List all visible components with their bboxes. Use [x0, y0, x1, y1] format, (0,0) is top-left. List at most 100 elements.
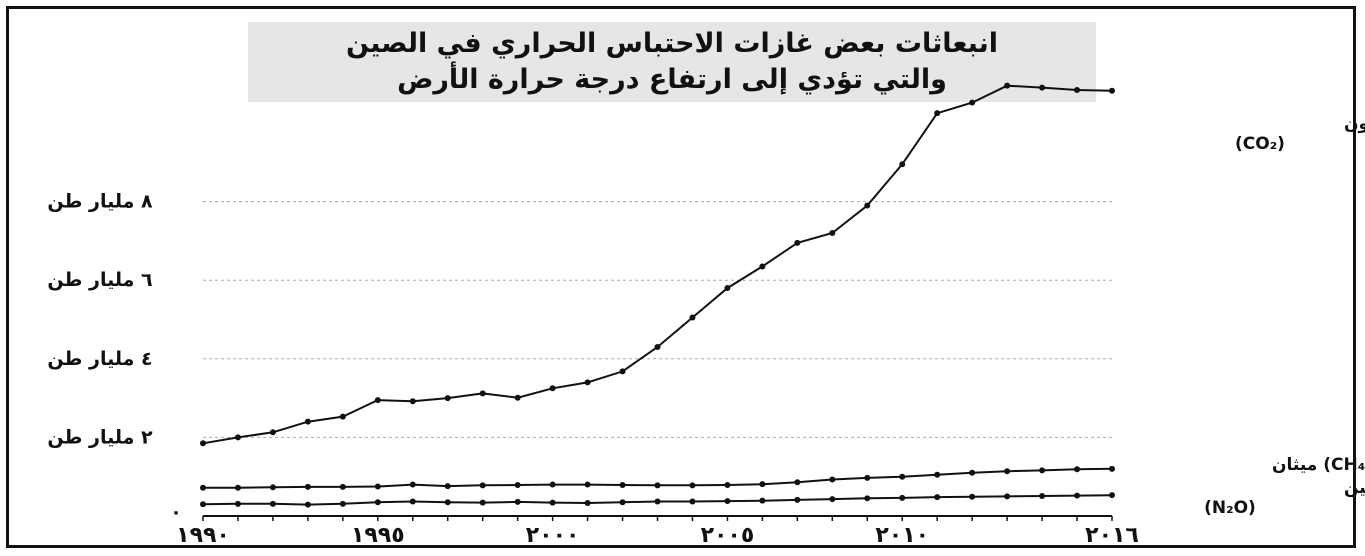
data-point: [724, 498, 731, 505]
data-point: [200, 440, 206, 447]
x-tick-label: ٢٠٠٥: [701, 523, 755, 548]
data-point: [1109, 492, 1115, 499]
data-point: [689, 482, 696, 489]
data-point: [374, 499, 381, 506]
data-point: [864, 495, 871, 502]
y-tick-label: ٨ مليار طن: [47, 191, 153, 213]
data-point: [269, 429, 276, 436]
data-point: [234, 484, 241, 491]
y-tick-label: ٢ مليار طن: [47, 426, 153, 448]
data-point: [619, 481, 626, 488]
data-point: [794, 496, 801, 503]
data-point: [584, 500, 591, 507]
data-point: [864, 474, 871, 481]
data-point: [234, 434, 241, 441]
data-point: [514, 394, 521, 401]
data-point: [934, 494, 941, 501]
data-point: [934, 110, 941, 117]
data-point: [1109, 465, 1115, 472]
data-point: [1109, 87, 1115, 94]
data-point: [339, 500, 346, 507]
data-point: [654, 344, 661, 351]
data-point: [514, 481, 521, 488]
data-point: [969, 99, 976, 106]
data-point: [549, 481, 556, 488]
x-tick-label: ١٩٩٥: [351, 523, 405, 548]
data-point: [829, 476, 836, 483]
data-point: [1039, 467, 1046, 474]
data-point: [1004, 493, 1011, 500]
series-label-co2-formula: (CO₂): [1235, 134, 1285, 154]
data-point: [654, 498, 661, 505]
data-point: [794, 479, 801, 486]
data-point: [584, 379, 591, 386]
x-tick-label: ٢٠١٠: [875, 523, 929, 548]
data-point: [374, 483, 381, 490]
data-point: [724, 481, 731, 488]
data-point: [759, 481, 766, 488]
data-point: [200, 501, 206, 508]
data-point: [724, 285, 731, 292]
data-point: [759, 497, 766, 504]
data-point: [899, 161, 906, 168]
data-point: [619, 368, 626, 375]
y-tick-label: ٤ مليار طن: [47, 348, 152, 370]
data-point: [409, 481, 416, 488]
series-line-0: [202, 84, 1113, 445]
y-tick-label: ٠: [170, 501, 182, 523]
data-point: [584, 481, 591, 488]
data-point: [444, 395, 451, 402]
y-tick-label: ٦ مليار طن: [47, 269, 152, 291]
x-tick-label: ١٩٩٠: [176, 523, 230, 548]
data-point: [444, 499, 451, 506]
data-point: [479, 390, 486, 397]
data-point: [1004, 468, 1011, 475]
data-point: [339, 483, 346, 490]
data-point: [549, 499, 556, 506]
data-point: [689, 314, 696, 321]
data-point: [269, 500, 276, 507]
data-point: [899, 494, 906, 501]
data-point: [339, 413, 346, 420]
data-point: [794, 239, 801, 246]
data-point: [234, 500, 241, 507]
data-point: [444, 483, 451, 490]
data-point: [829, 496, 836, 503]
data-point: [1004, 82, 1011, 89]
data-point: [759, 263, 766, 270]
chart-title-line1: انبعاثات بعض غازات الاحتباس الحراري في ا…: [345, 28, 999, 59]
data-point: [1074, 466, 1081, 473]
data-point: [200, 484, 206, 491]
data-point: [549, 385, 556, 392]
series-label-n2o: أكسيد النيتروجين: [1344, 476, 1365, 498]
data-point: [409, 498, 416, 505]
data-point: [479, 482, 486, 489]
data-point: [654, 482, 661, 489]
x-tick-label: ٢٠٠٠: [526, 523, 580, 548]
data-point: [829, 230, 836, 237]
data-point: [514, 498, 521, 505]
data-point: [969, 493, 976, 500]
data-point: [899, 473, 906, 480]
data-point: [409, 398, 416, 405]
data-point: [374, 397, 381, 404]
data-point: [689, 498, 696, 505]
data-point: [1039, 492, 1046, 499]
chart-title-line2: والتي تؤدي إلى ارتفاع درجة حرارة الأرض: [397, 64, 947, 95]
data-point: [304, 501, 311, 508]
data-point: [934, 471, 941, 478]
x-tick-label: ٢٠١٦: [1085, 523, 1139, 548]
data-point: [969, 469, 976, 476]
data-point: [479, 499, 486, 506]
data-point: [304, 418, 311, 425]
data-point: [864, 202, 871, 209]
data-point: [269, 484, 276, 491]
data-point: [1039, 84, 1046, 91]
chart-frame: [6, 6, 1356, 548]
data-point: [619, 499, 626, 506]
chart-title-box: انبعاثات بعض غازات الاحتباس الحراري في ا…: [248, 22, 1096, 102]
data-point: [304, 483, 311, 490]
data-point: [1074, 492, 1081, 499]
